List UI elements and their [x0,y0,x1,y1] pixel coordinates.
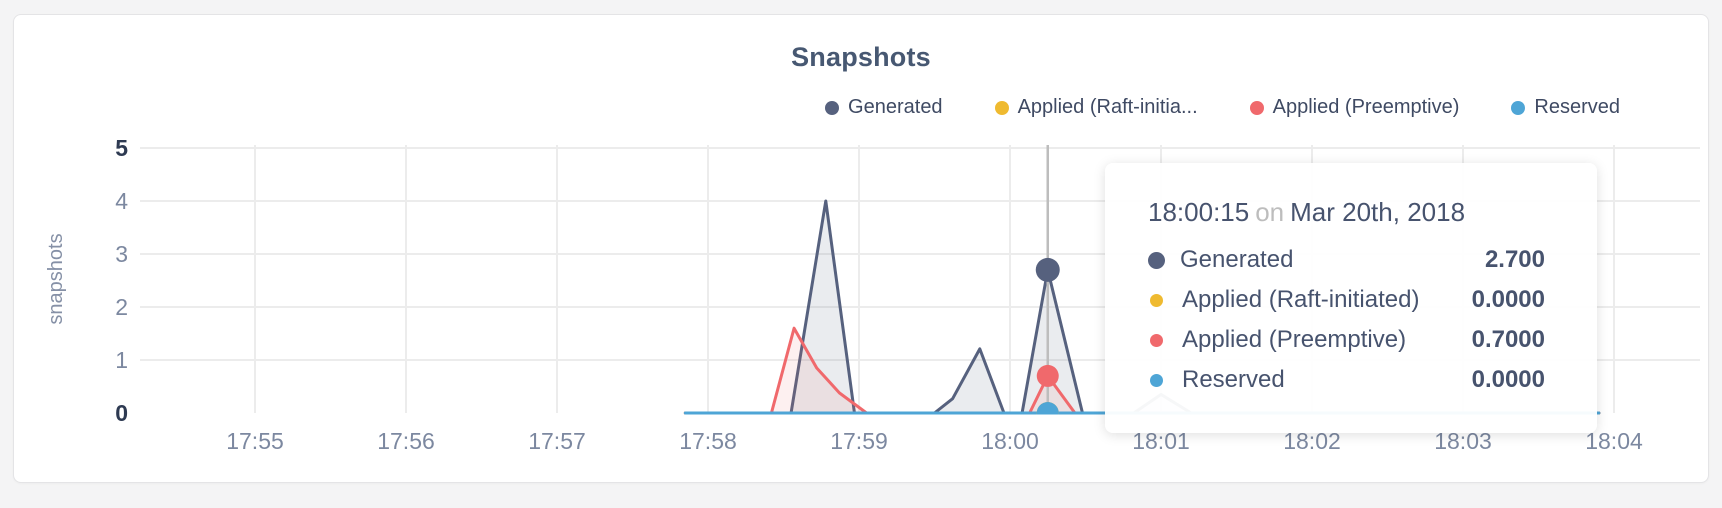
y-tick-label: 4 [115,188,128,214]
x-tick-label: 17:58 [679,428,737,454]
tooltip-header: 18:00:15 on Mar 20th, 2018 [1148,197,1545,228]
x-tick-label: 17:57 [528,428,586,454]
x-tick-label: 17:56 [377,428,435,454]
tooltip-row-reserved: Reserved 0.0000 [1148,360,1545,400]
tooltip-time: 18:00:15 [1148,197,1250,227]
tooltip-row-applied-raft-initiated: Applied (Raft-initiated) 0.0000 [1148,280,1545,320]
hover-dot-applied-preemptive [1036,364,1059,387]
x-tick-label: 17:55 [226,428,284,454]
tooltip-dot-reserved [1150,373,1163,387]
legend-dot-reserved [1511,100,1526,115]
tooltip-date: Mar 20th, 2018 [1290,197,1466,227]
y-tick-label: 0 [115,400,128,426]
legend-label-generated: Generated [848,96,943,118]
tooltip-on-word: on [1255,197,1285,227]
y-axis-title: snapshots [45,233,67,324]
legend-dot-applied-raft-initiated [994,100,1009,115]
legend-dot-generated [825,100,840,115]
chart-legend: Generated Applied (Raft-initia... Applied … [825,96,1620,119]
tooltip-dot-applied-preemptive [1150,333,1163,347]
legend-item-generated[interactable]: Generated [825,96,943,119]
tooltip-series-name: Applied (Preemptive) [1182,326,1407,353]
series-area-applied-preemptive [685,328,1599,413]
legend-label-applied-preemptive: Applied (Preemptive) [1272,96,1460,118]
legend-label-reserved: Reserved [1534,96,1620,118]
x-tick-label: 17:59 [830,428,888,454]
hover-dot-generated [1035,257,1060,282]
tooltip-series-value: 2.700 [1484,246,1545,273]
tooltip-dot-applied-raft-initiated [1150,293,1163,307]
legend-dot-applied-preemptive [1249,100,1264,115]
y-tick-label: 1 [115,347,128,373]
y-tick-label: 3 [115,241,128,267]
tooltip-series-name: Generated [1180,246,1294,273]
tooltip-series-name: Reserved [1182,366,1285,393]
tooltip-row-generated: Generated 2.700 [1148,240,1545,280]
chart-tooltip: 18:00:15 on Mar 20th, 2018 Generated 2.700 A… [1105,163,1597,433]
y-tick-label: 2 [115,294,128,320]
tooltip-rows: Generated 2.700 Applied (Raft-initiated) 0.… [1148,240,1545,400]
tooltip-series-value: 0.0000 [1471,286,1545,313]
legend-item-applied-preemptive[interactable]: Applied (Preemptive) [1249,96,1460,119]
tooltip-series-name: Applied (Raft-initiated) [1182,286,1420,313]
x-tick-label: 18:04 [1585,428,1643,454]
tooltip-series-value: 0.0000 [1471,366,1545,393]
series-line-applied-preemptive [683,326,1601,415]
tooltip-series-value: 0.7000 [1471,326,1545,353]
tooltip-dot-generated [1148,251,1165,269]
hover-dot-reserved [1036,402,1059,415]
y-tick-label: 5 [115,135,128,161]
legend-item-reserved[interactable]: Reserved [1511,96,1620,119]
x-tick-label: 18:00 [981,428,1039,454]
legend-item-applied-raft-initiated[interactable]: Applied (Raft-initia... [994,96,1198,119]
chart-title: Snapshots [791,42,931,72]
tooltip-row-applied-preemptive: Applied (Preemptive) 0.7000 [1148,320,1545,360]
legend-label-applied-raft-initiated: Applied (Raft-initia... [1017,96,1198,118]
